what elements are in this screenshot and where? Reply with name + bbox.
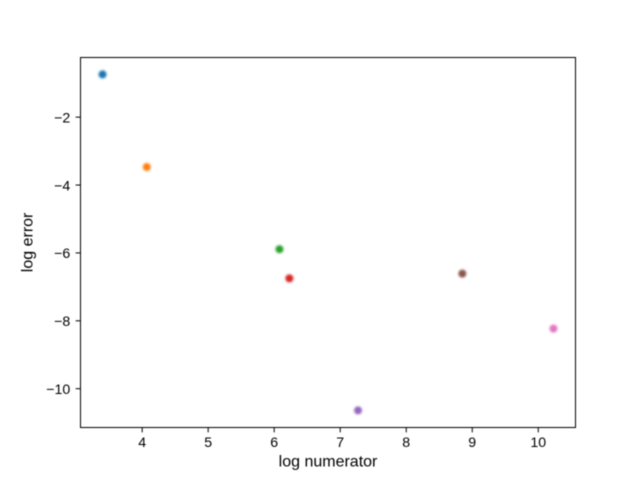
svg-text:log numerator: log numerator bbox=[279, 454, 378, 471]
svg-text:10: 10 bbox=[530, 435, 546, 451]
svg-text:9: 9 bbox=[468, 435, 476, 451]
svg-text:−4: −4 bbox=[54, 178, 70, 194]
svg-text:7: 7 bbox=[336, 435, 344, 451]
svg-text:−10: −10 bbox=[46, 382, 70, 398]
svg-text:−2: −2 bbox=[54, 110, 70, 126]
svg-text:8: 8 bbox=[402, 435, 410, 451]
svg-text:5: 5 bbox=[204, 435, 212, 451]
svg-text:6: 6 bbox=[270, 435, 278, 451]
svg-text:log error: log error bbox=[20, 212, 37, 272]
svg-text:4: 4 bbox=[138, 435, 146, 451]
svg-text:−8: −8 bbox=[54, 314, 70, 330]
svg-text:−6: −6 bbox=[54, 246, 70, 262]
